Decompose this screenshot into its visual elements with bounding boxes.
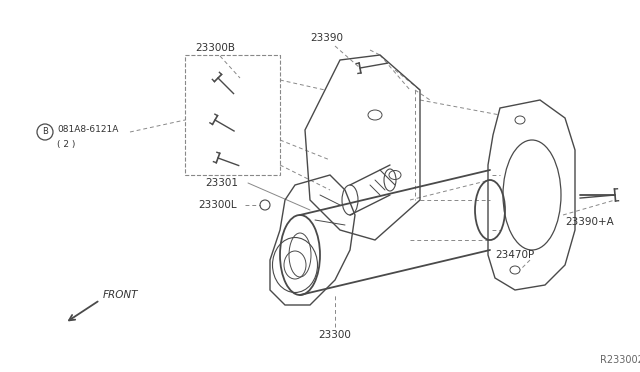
Text: 23300: 23300 — [319, 330, 351, 340]
Text: 23300B: 23300B — [195, 43, 235, 53]
Text: 23301: 23301 — [205, 178, 238, 188]
Text: 23390: 23390 — [310, 33, 343, 43]
Text: 23300L: 23300L — [198, 200, 237, 210]
Text: B: B — [42, 128, 48, 137]
Text: FRONT: FRONT — [103, 290, 138, 300]
Text: 081A8-6121A: 081A8-6121A — [57, 125, 118, 135]
Text: ( 2 ): ( 2 ) — [57, 140, 76, 148]
Text: 23470P: 23470P — [495, 250, 534, 260]
Text: 23390+A: 23390+A — [565, 217, 614, 227]
Text: R233002Y: R233002Y — [600, 355, 640, 365]
